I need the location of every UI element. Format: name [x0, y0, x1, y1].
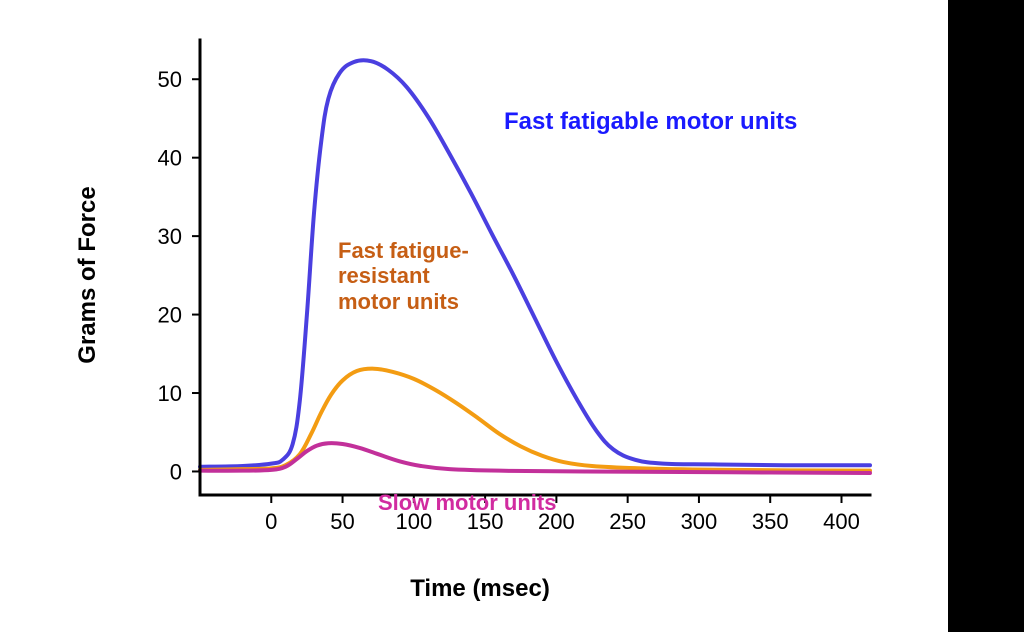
x-tick-label: 250	[609, 509, 646, 534]
y-tick-label: 20	[158, 303, 182, 328]
x-tick-label: 50	[330, 509, 354, 534]
x-tick-label: 400	[823, 509, 860, 534]
y-tick-label: 30	[158, 224, 182, 249]
annotation-slow: Slow motor units	[378, 490, 556, 515]
x-tick-label: 350	[752, 509, 789, 534]
chart-svg: 05010015020025030035040001020304050Time …	[0, 0, 1024, 632]
right-black-panel	[948, 0, 1024, 632]
y-tick-label: 40	[158, 146, 182, 171]
annotation-fast-fatigable: Fast fatigable motor units	[504, 108, 797, 136]
x-tick-label: 0	[265, 509, 277, 534]
chart-wrapper: 05010015020025030035040001020304050Time …	[0, 0, 1024, 632]
y-tick-label: 50	[158, 67, 182, 92]
y-axis-title: Grams of Force	[74, 186, 101, 363]
x-axis-title: Time (msec)	[410, 575, 550, 602]
x-tick-label: 300	[681, 509, 718, 534]
y-tick-label: 10	[158, 381, 182, 406]
annotation-fast-fr: Fast fatigue- resistant motor units	[338, 238, 475, 314]
y-tick-label: 0	[170, 459, 182, 484]
